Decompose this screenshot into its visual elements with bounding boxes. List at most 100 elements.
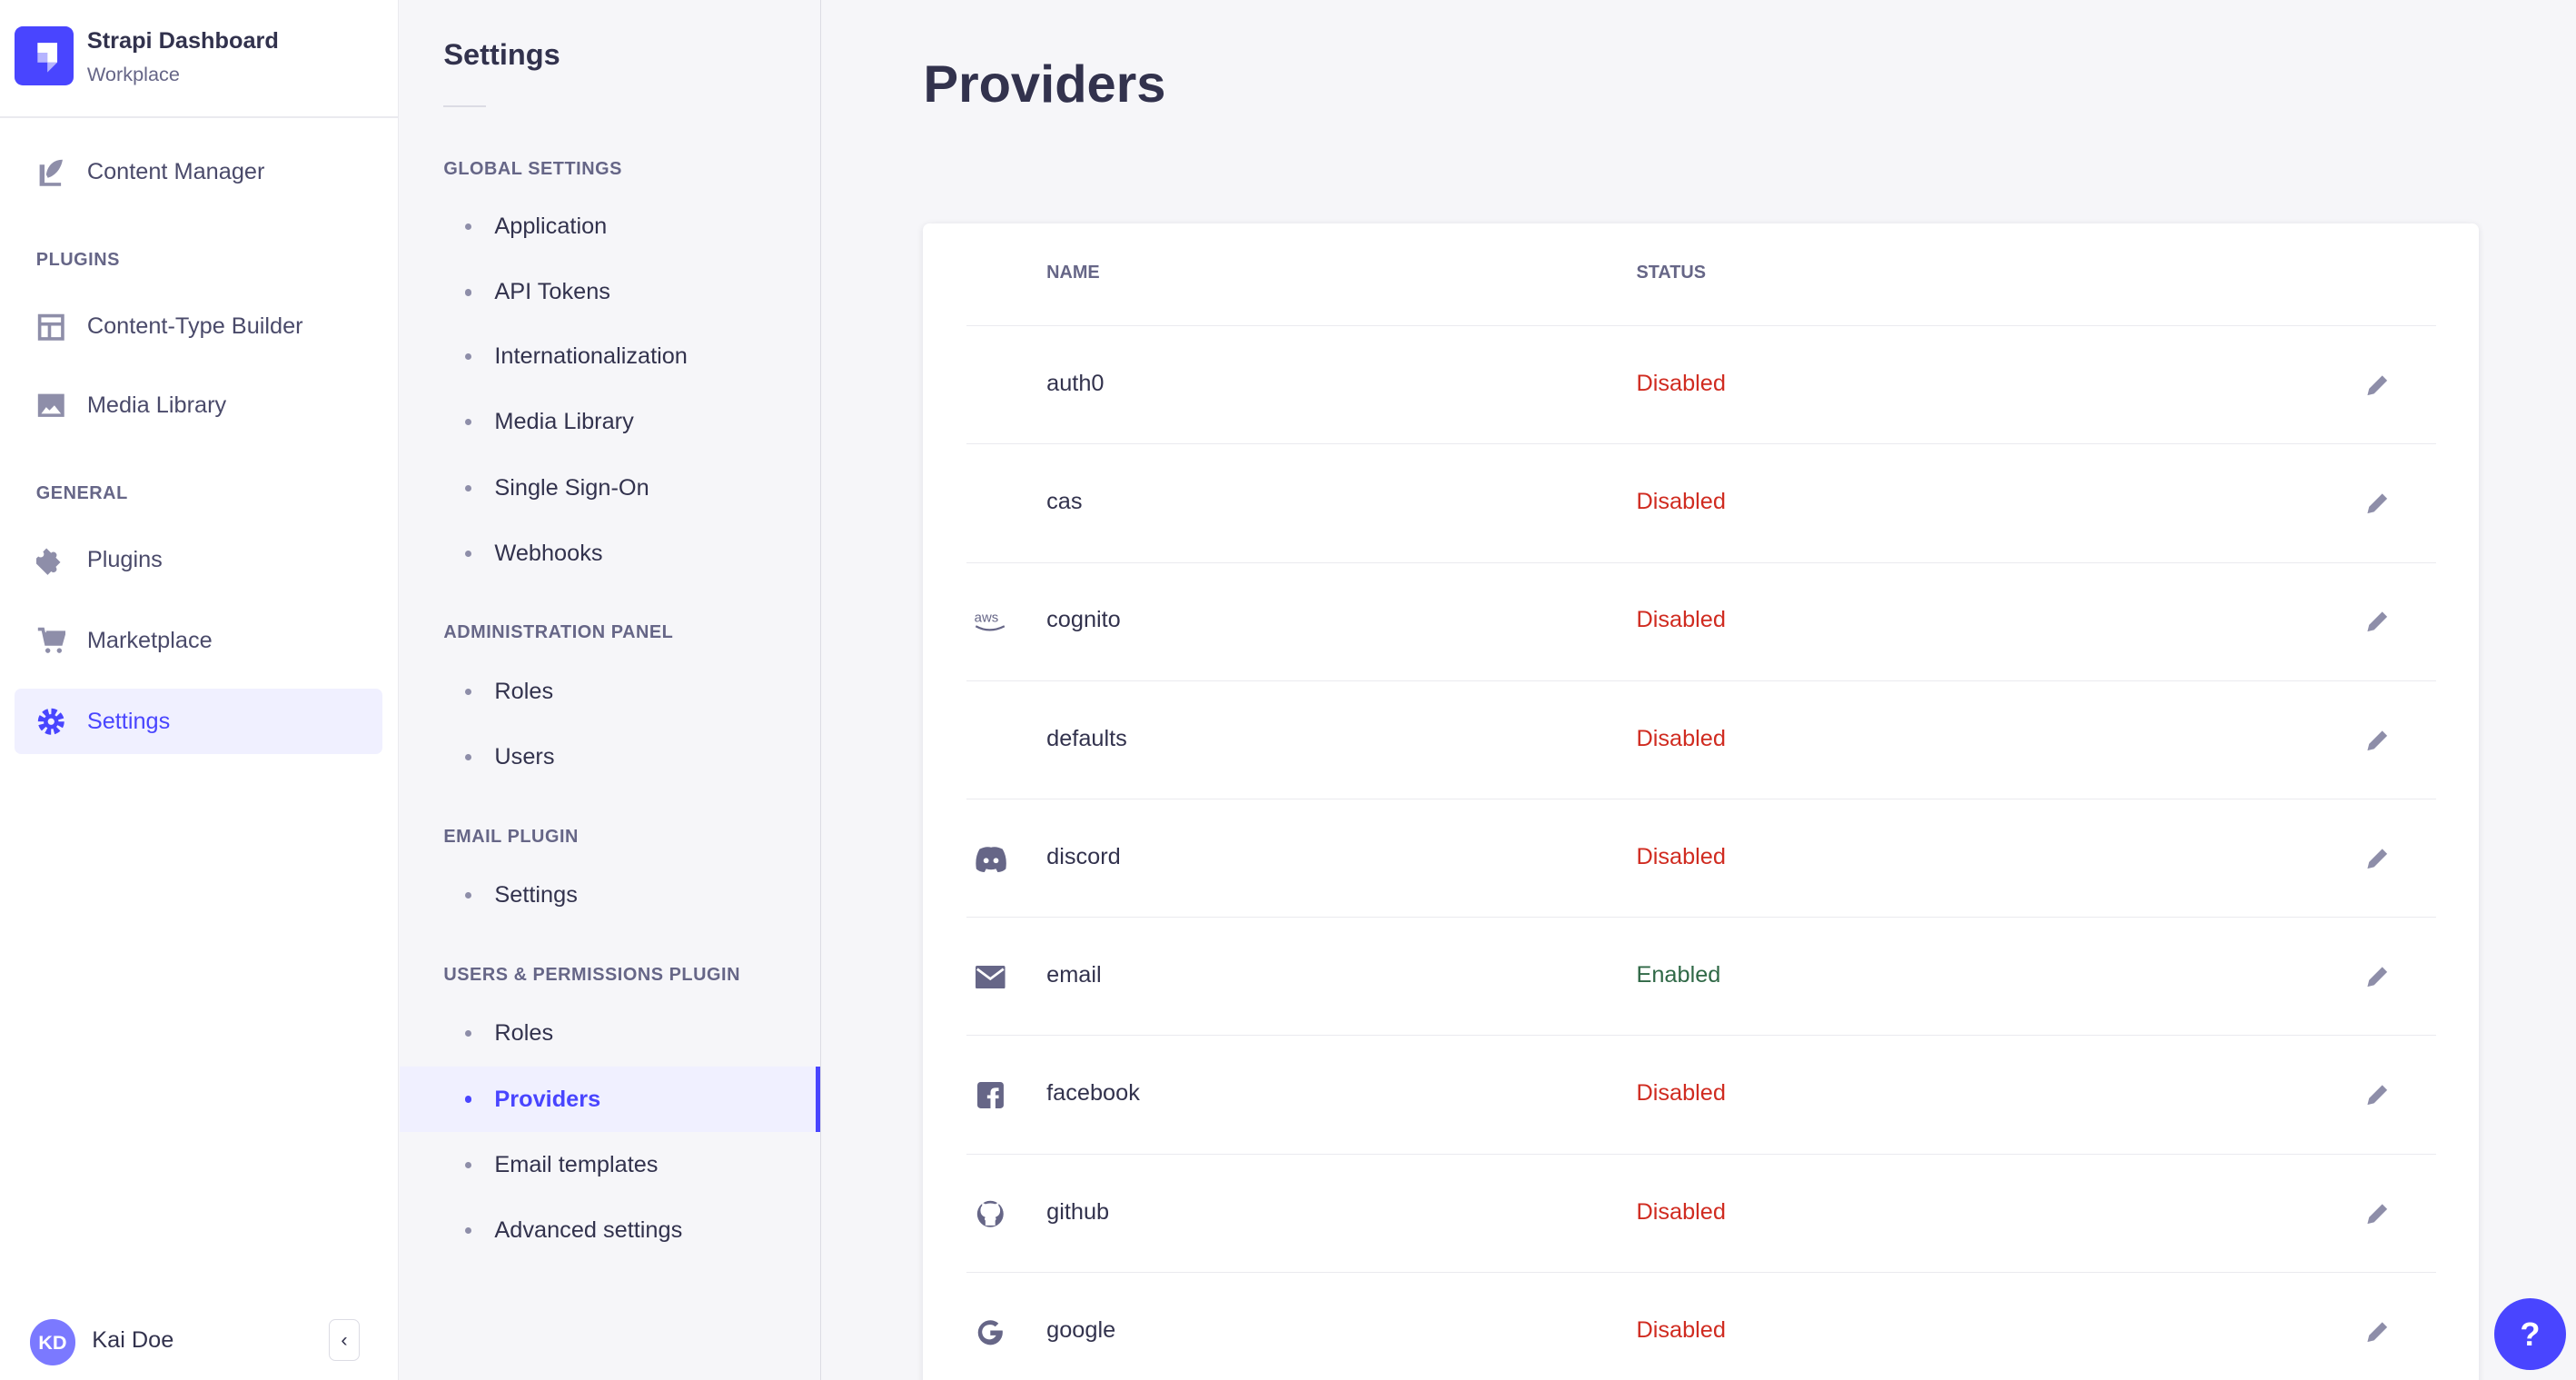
nav-section-plugins: PLUGINS <box>35 249 120 270</box>
subnav-item-application[interactable]: Application <box>400 194 820 259</box>
subnav-item-providers[interactable]: Providers <box>399 1066 820 1133</box>
help-button[interactable]: ? <box>2493 1297 2567 1371</box>
table-row[interactable]: auth0 Disabled <box>966 325 2437 444</box>
table-row[interactable]: discord Disabled <box>966 799 2437 918</box>
nav-item-marketplace[interactable]: Marketplace <box>15 608 382 673</box>
subnav-item-email-settings[interactable]: Settings <box>400 863 820 928</box>
aws-icon: aws <box>973 606 1009 639</box>
page-title: Providers <box>923 55 1166 114</box>
nav-item-settings[interactable]: Settings <box>15 688 383 755</box>
github-icon <box>973 1197 1009 1230</box>
main-sidebar: Strapi Dashboard Workplace Content Manag… <box>0 0 399 1380</box>
subnav-item-up-roles[interactable]: Roles <box>400 1000 820 1066</box>
table-row[interactable]: github Disabled <box>966 1153 2437 1273</box>
provider-name: facebook <box>1046 1080 1140 1107</box>
pencil-icon[interactable] <box>2363 726 2393 756</box>
subnav-label: Providers <box>494 1086 601 1112</box>
pencil-icon[interactable] <box>2363 607 2393 637</box>
pencil-icon[interactable] <box>2363 1199 2393 1229</box>
app-title: Strapi Dashboard <box>86 27 279 54</box>
table-row[interactable]: aws cognito Disabled <box>966 561 2437 681</box>
provider-name: cas <box>1046 489 1083 515</box>
table-row[interactable]: google Disabled <box>966 1271 2437 1380</box>
nav-label: Plugins <box>86 547 163 573</box>
subnav-item-api-tokens[interactable]: API Tokens <box>400 260 820 325</box>
subnav-label: Roles <box>494 678 554 704</box>
avatar[interactable]: KD <box>29 1319 76 1366</box>
provider-icon-empty <box>973 487 1009 520</box>
nav-item-content-manager[interactable]: Content Manager <box>15 140 382 205</box>
facebook-icon <box>973 1078 1009 1111</box>
bullet-icon <box>464 550 472 558</box>
divider <box>443 104 487 107</box>
bullet-icon <box>464 419 472 426</box>
pencil-icon[interactable] <box>2363 1080 2393 1110</box>
nav-label: Content-Type Builder <box>86 313 303 340</box>
column-header-name: NAME <box>1046 263 1100 283</box>
bullet-icon <box>464 1161 472 1168</box>
subnav-label: Webhooks <box>494 541 603 567</box>
subnav-item-admin-users[interactable]: Users <box>400 725 820 790</box>
provider-icon-empty <box>973 724 1009 757</box>
nav-label: Marketplace <box>86 627 213 653</box>
puzzle-icon <box>35 545 66 576</box>
subnav-item-email-templates[interactable]: Email templates <box>400 1132 820 1197</box>
subnav-label: Settings <box>494 882 578 908</box>
table-row[interactable]: defaults Disabled <box>966 680 2437 799</box>
pencil-icon[interactable] <box>2363 962 2393 992</box>
provider-name: defaults <box>1046 725 1127 751</box>
pencil-icon[interactable] <box>2363 1317 2393 1347</box>
section-global-settings: GLOBAL SETTINGS <box>443 159 622 180</box>
status-badge: Disabled <box>1636 489 1726 515</box>
status-badge: Disabled <box>1636 370 1726 396</box>
nav-item-content-type-builder[interactable]: Content-Type Builder <box>15 294 382 360</box>
status-badge: Disabled <box>1636 1080 1726 1107</box>
image-icon <box>36 391 66 421</box>
subnav-label: API Tokens <box>494 279 610 305</box>
pencil-icon[interactable] <box>2363 489 2393 519</box>
nav-section-general: GENERAL <box>35 482 128 503</box>
section-email-plugin: EMAIL PLUGIN <box>443 826 579 847</box>
nav-label: Media Library <box>86 392 227 419</box>
provider-name: discord <box>1046 843 1121 869</box>
user-name[interactable]: Kai Doe <box>92 1327 174 1354</box>
status-badge: Disabled <box>1636 725 1726 751</box>
provider-name: email <box>1046 962 1102 988</box>
status-badge: Enabled <box>1636 962 1721 988</box>
subnav-item-internationalization[interactable]: Internationalization <box>400 323 820 389</box>
strapi-logo <box>15 25 74 86</box>
subnav-label: Advanced settings <box>494 1217 683 1244</box>
google-icon <box>973 1315 1009 1348</box>
subnav-item-advanced-settings[interactable]: Advanced settings <box>400 1198 820 1264</box>
collapse-sidebar-button[interactable]: ‹ <box>328 1319 361 1361</box>
bullet-icon <box>464 1096 472 1103</box>
section-users-permissions: USERS & PERMISSIONS PLUGIN <box>443 964 740 985</box>
subnav-title: Settings <box>443 37 560 71</box>
pencil-icon[interactable] <box>2363 371 2393 401</box>
provider-name: google <box>1046 1316 1116 1343</box>
pencil-icon[interactable] <box>2363 844 2393 874</box>
feather-icon <box>36 158 66 188</box>
bullet-icon <box>464 223 472 231</box>
subnav-item-media-library[interactable]: Media Library <box>400 390 820 455</box>
nav-label: Settings <box>86 708 171 734</box>
subnav-item-sso[interactable]: Single Sign-On <box>400 455 820 521</box>
subnav-item-webhooks[interactable]: Webhooks <box>400 521 820 586</box>
provider-name: github <box>1046 1198 1110 1225</box>
subnav-label: Roles <box>494 1020 554 1047</box>
nav-item-plugins[interactable]: Plugins <box>15 528 382 593</box>
chevron-left-icon: ‹ <box>341 1328 348 1352</box>
table-row[interactable]: cas Disabled <box>966 443 2437 562</box>
table-row[interactable]: email Enabled <box>966 917 2437 1036</box>
subnav-item-admin-roles[interactable]: Roles <box>400 659 820 724</box>
status-badge: Disabled <box>1636 843 1726 869</box>
table-row[interactable]: facebook Disabled <box>966 1035 2437 1154</box>
workspace-name: Workplace <box>86 62 180 85</box>
status-badge: Disabled <box>1636 607 1726 633</box>
provider-name: cognito <box>1046 607 1121 633</box>
status-badge: Disabled <box>1636 1198 1726 1225</box>
gear-icon <box>36 707 66 737</box>
nav-item-media-library[interactable]: Media Library <box>15 373 382 439</box>
subnav-label: Users <box>494 744 555 770</box>
layout-icon <box>36 313 66 343</box>
